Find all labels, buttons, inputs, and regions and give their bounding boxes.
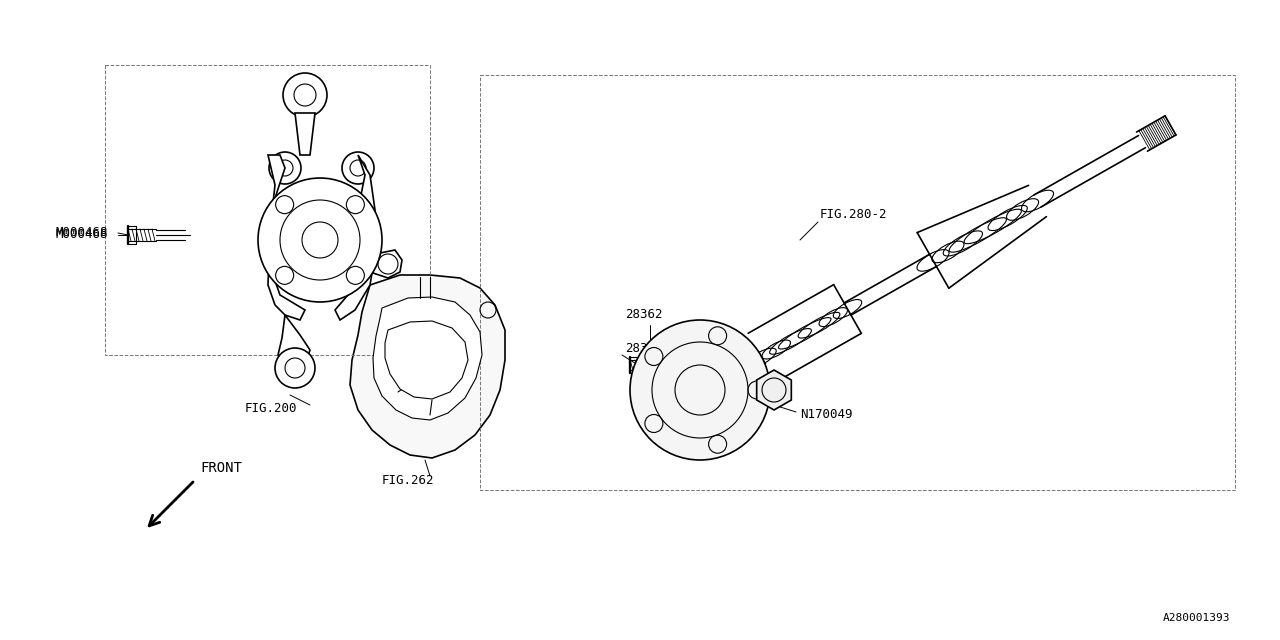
- Text: N170049: N170049: [800, 408, 852, 422]
- Text: FRONT: FRONT: [200, 461, 242, 475]
- Text: FIG.262: FIG.262: [381, 474, 434, 486]
- Text: M000468: M000468: [55, 227, 108, 239]
- Text: FIG.200: FIG.200: [244, 401, 297, 415]
- Polygon shape: [349, 275, 506, 458]
- Polygon shape: [756, 370, 791, 410]
- Polygon shape: [294, 113, 315, 155]
- Polygon shape: [268, 155, 305, 320]
- Circle shape: [269, 152, 301, 184]
- Circle shape: [630, 320, 771, 460]
- Text: 28365: 28365: [625, 342, 663, 355]
- Polygon shape: [278, 315, 310, 375]
- Circle shape: [283, 73, 326, 117]
- Circle shape: [342, 152, 374, 184]
- Text: FIG.280-2: FIG.280-2: [820, 209, 887, 221]
- Circle shape: [275, 348, 315, 388]
- Polygon shape: [372, 297, 483, 420]
- Polygon shape: [385, 321, 468, 399]
- Polygon shape: [335, 155, 375, 320]
- Text: 28362: 28362: [625, 308, 663, 321]
- Circle shape: [259, 178, 381, 302]
- Polygon shape: [370, 250, 402, 278]
- Text: A280001393: A280001393: [1162, 613, 1230, 623]
- Text: M000468: M000468: [55, 228, 108, 241]
